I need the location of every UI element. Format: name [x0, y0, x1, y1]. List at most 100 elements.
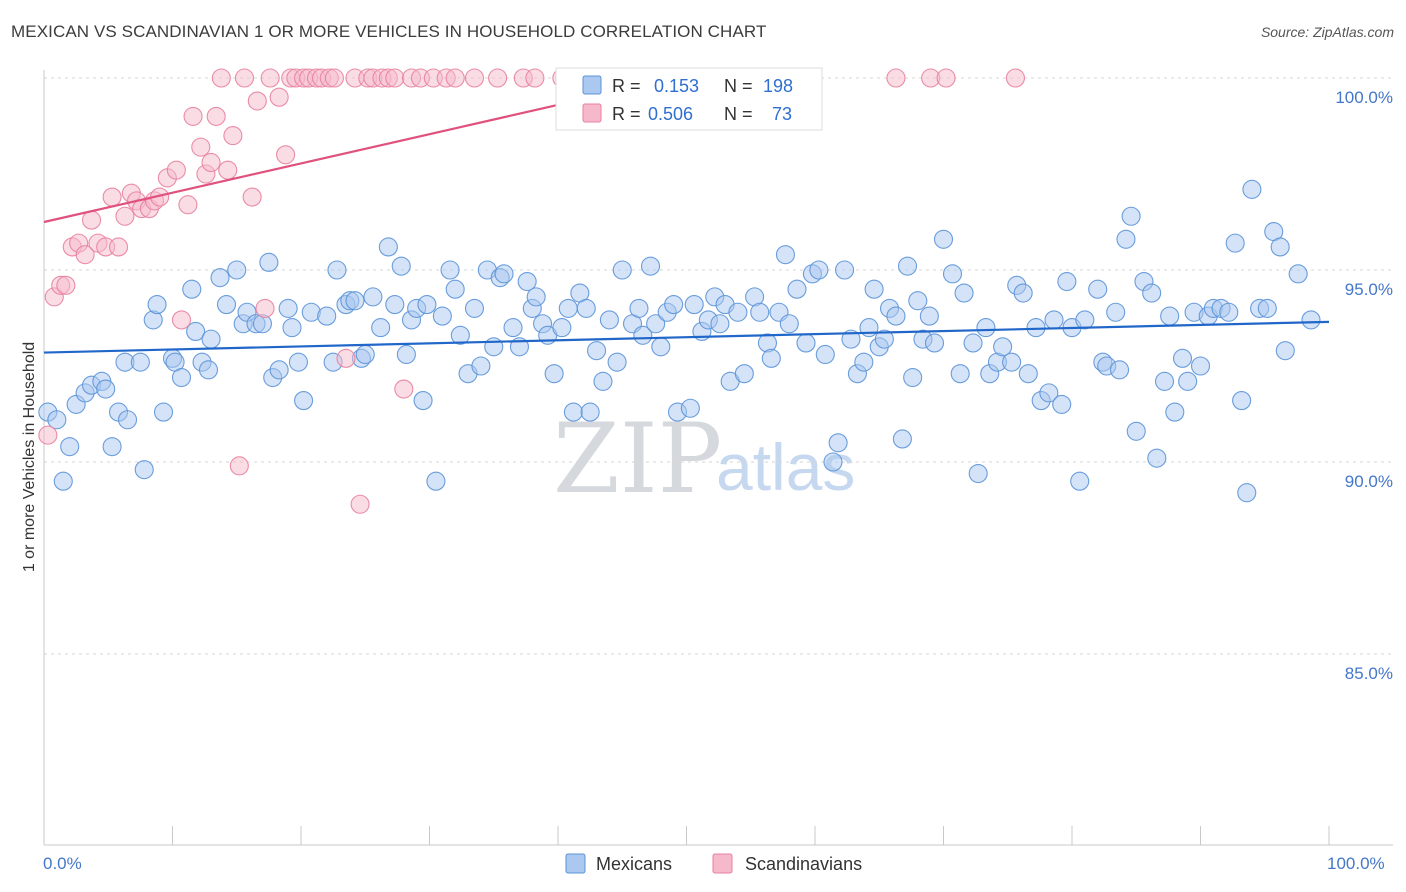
mexicans-point	[580, 402, 600, 422]
gridlines	[44, 77, 1393, 655]
scandinavians-point	[336, 348, 356, 368]
scandinavians-point	[218, 160, 238, 180]
mexicans-point	[417, 295, 437, 315]
scandinavians-point	[1005, 68, 1026, 88]
mexicans-point	[327, 260, 347, 280]
mexicans-point	[1257, 298, 1277, 318]
mexicans-point	[963, 333, 983, 353]
mexicans-point	[640, 256, 661, 276]
mexicans-point	[269, 360, 289, 380]
mexicans-point	[993, 337, 1013, 357]
mexicans-point	[1275, 341, 1295, 361]
mexicans-point	[1178, 371, 1198, 391]
mexicans-point	[976, 318, 996, 338]
scandinavians-point	[75, 245, 95, 265]
legend-bottom-swatch-scandinavians	[712, 853, 733, 874]
mexicans-point	[47, 410, 67, 430]
scandinavians-point	[223, 126, 243, 146]
mexicans-point	[201, 329, 221, 349]
mexicans-point	[1301, 310, 1321, 330]
scandinavians-point	[260, 68, 280, 88]
mexicans-point	[710, 314, 730, 334]
mexicans-point	[919, 306, 939, 326]
mexicans-point	[1147, 448, 1167, 468]
mexicans-point	[171, 367, 192, 388]
mexicans-point	[796, 333, 816, 353]
mexicans-point	[835, 260, 855, 280]
mexicans-point	[1154, 371, 1175, 391]
legend-bottom-label-mexicans: Mexicans	[596, 854, 672, 874]
scandinavians-point	[269, 87, 289, 107]
mexicans-point	[576, 298, 596, 318]
scandinavians-point	[81, 210, 102, 230]
mexicans-point	[464, 298, 485, 318]
legend-n-value-scandinavians: 73	[772, 104, 792, 124]
scandinavians-point	[102, 187, 122, 207]
mexicans-point	[728, 302, 748, 322]
mexicans-point	[526, 287, 546, 307]
mexicans-point	[750, 302, 770, 322]
legend-stats: R = 0.153 N = 198 R = 0.506 N = 73	[555, 67, 823, 131]
mexicans-point	[954, 283, 974, 303]
mexicans-point	[942, 264, 963, 284]
mexicans-point	[134, 460, 154, 480]
mexicans-point	[1219, 302, 1239, 322]
mexicans-point	[294, 391, 314, 411]
mexicans-point	[1088, 279, 1108, 299]
mexicans-point	[903, 367, 923, 388]
mexicans-point	[227, 260, 247, 280]
mexicans-point	[593, 371, 613, 391]
source-credit: Source: ZipAtlas.com	[1260, 24, 1394, 40]
mexicans-point	[599, 310, 619, 330]
scandinavians-point	[201, 152, 221, 173]
mexicans-point	[96, 379, 116, 399]
mexicans-point	[385, 295, 405, 315]
mexicans-point	[517, 271, 537, 292]
legend-bottom-swatch-mexicans	[565, 853, 586, 874]
mexicans-point	[886, 306, 906, 326]
legend-r-value-scandinavians: 0.506	[648, 104, 693, 124]
mexicans-point	[182, 279, 202, 299]
mexicans-point	[629, 298, 649, 318]
mexicans-point	[933, 229, 954, 249]
mexicans-point	[633, 325, 653, 345]
y-axis-tick-labels: 85.0% 90.0% 95.0% 100.0%	[1335, 88, 1393, 683]
mexicans-point	[1237, 483, 1257, 503]
mexicans-point	[130, 352, 150, 372]
chart-title: MEXICAN VS SCANDINAVIAN 1 OR MORE VEHICL…	[11, 22, 767, 41]
legend-n-label-mexicans: N =	[724, 76, 753, 96]
mexicans-point	[1018, 364, 1038, 384]
scandinavians-point	[464, 68, 485, 88]
legend-r-label-scandinavians: R =	[612, 104, 641, 124]
mexicans-point	[1160, 306, 1180, 326]
mexicans-point	[1225, 233, 1245, 253]
mexicans-point	[1052, 394, 1072, 414]
mexicans-point	[445, 279, 465, 299]
scandinavians-point	[488, 68, 508, 88]
mexicans-point	[363, 287, 383, 307]
mexicans-point	[823, 452, 843, 472]
y-tick-label: 100.0%	[1335, 88, 1393, 107]
mexicans-point	[1126, 421, 1146, 441]
scandinavians-point	[886, 68, 906, 88]
mexicans-point	[391, 256, 411, 276]
mexicans-point	[612, 260, 632, 280]
mexicans-point	[288, 352, 308, 372]
legend-bottom-label-scandinavians: Scandinavians	[745, 854, 862, 874]
mexicans-point	[779, 314, 799, 334]
mexicans-point	[378, 237, 398, 257]
mexicans-points	[38, 179, 1321, 503]
mexicans-point	[153, 402, 174, 422]
mexicans-point	[607, 352, 627, 372]
mexicans-point	[1142, 283, 1162, 303]
scandinavians-point	[178, 195, 198, 215]
mexicans-point	[815, 344, 835, 365]
mexicans-point	[1106, 302, 1126, 322]
scandinavians-point	[56, 275, 76, 295]
scandinavians-point	[115, 206, 135, 226]
mexicans-point	[1232, 391, 1252, 411]
scandinavians-point	[38, 425, 58, 445]
y-tick-label: 90.0%	[1345, 472, 1393, 491]
x-tick-label-max: 100.0%	[1327, 854, 1385, 873]
mexicans-point	[1190, 356, 1211, 376]
